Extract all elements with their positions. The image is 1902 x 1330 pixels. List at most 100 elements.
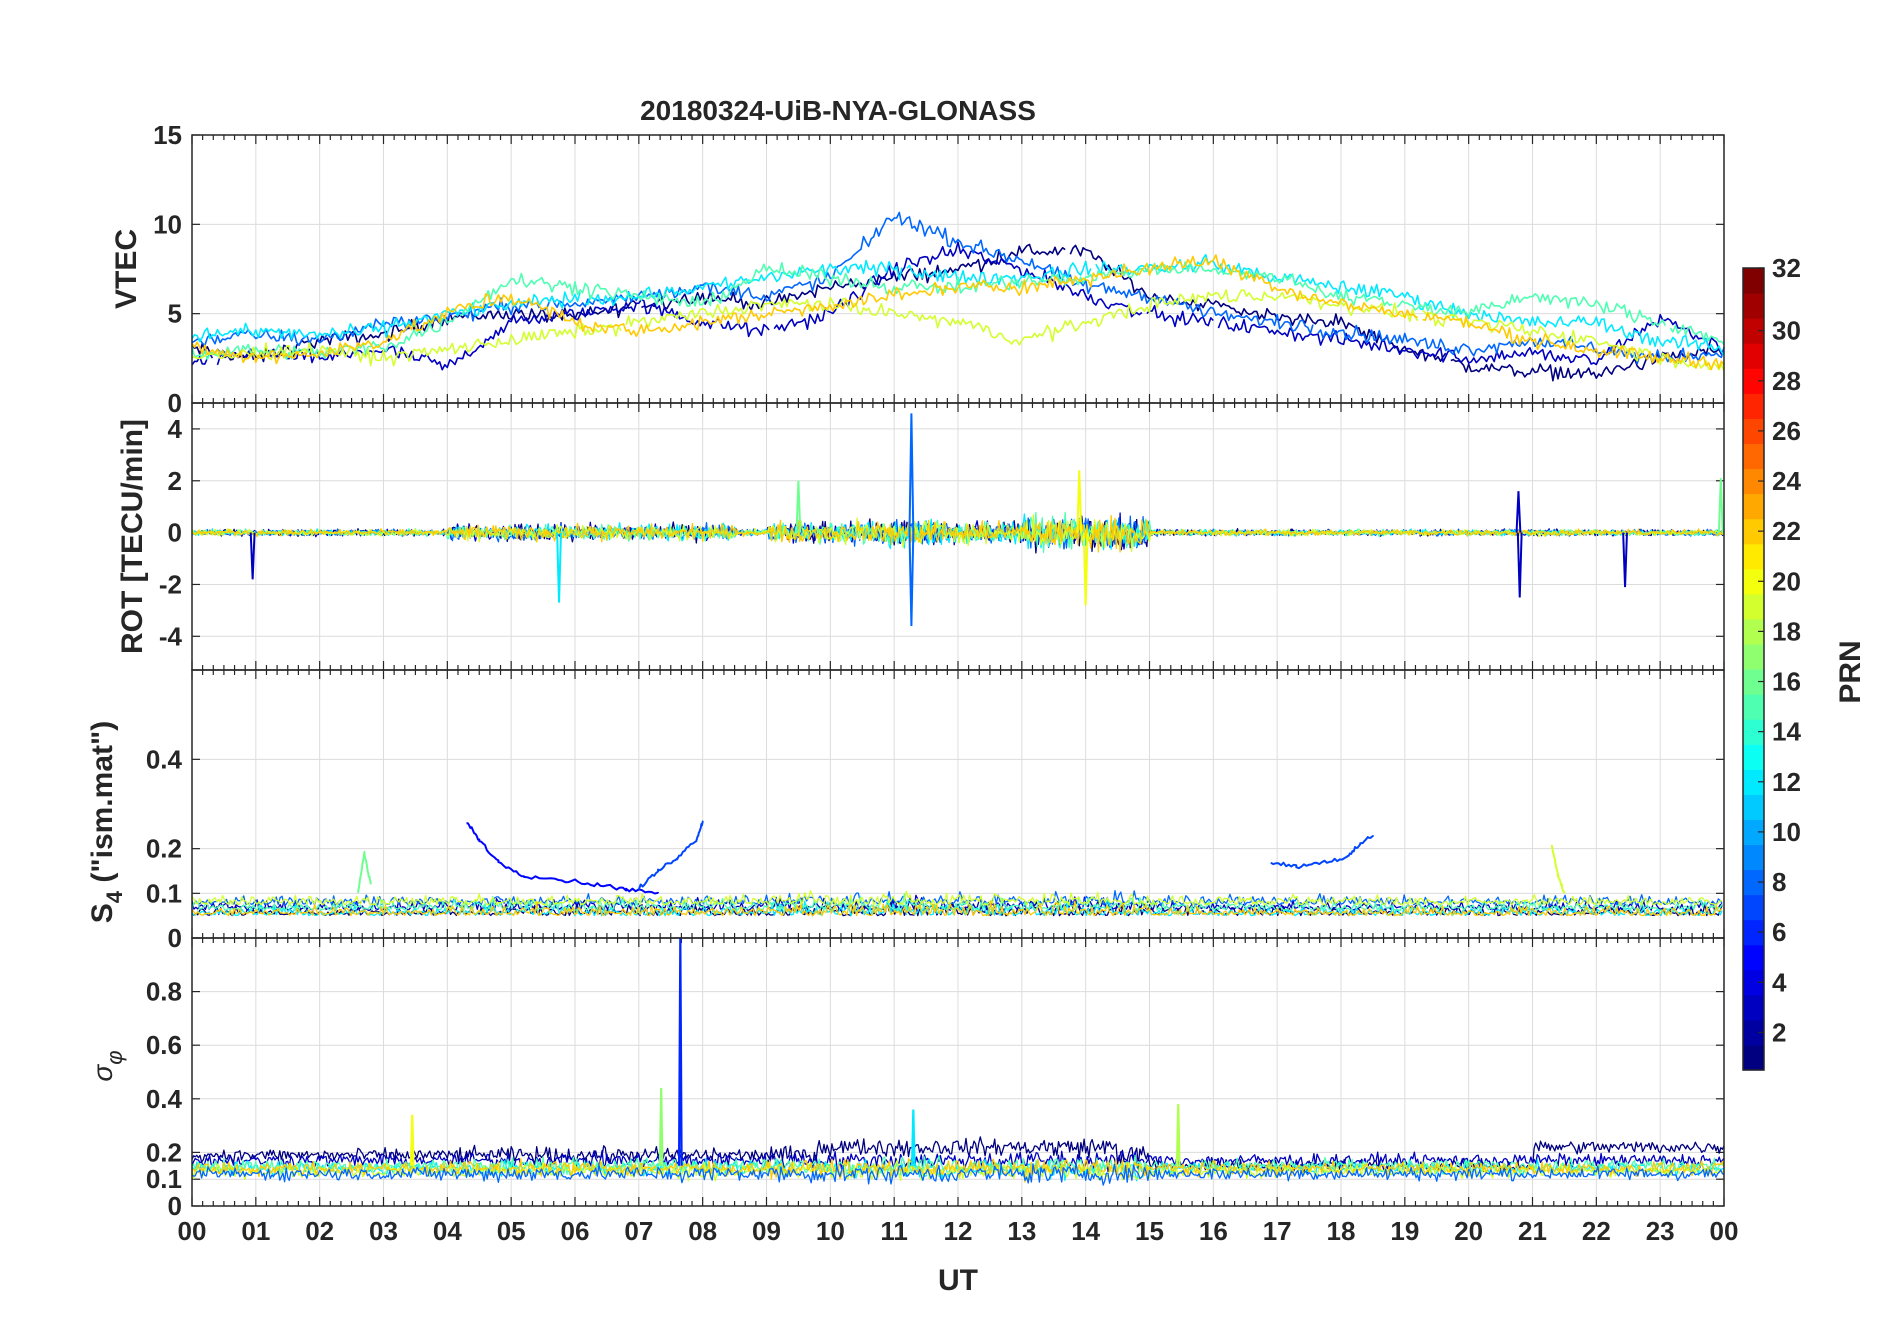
vtec-series-line [584,286,660,307]
x-tick-label: 10 [816,1216,845,1246]
y-tick-label: 0.2 [146,834,182,864]
y-tick-label: 15 [153,120,182,150]
colorbar-swatch [1743,694,1764,720]
colorbar-frame [1742,267,1765,1071]
vtec-series-line [1396,292,1667,327]
rot-spike [1076,470,1083,533]
colorbar-tick-label: 4 [1772,967,1787,997]
x-tick-label: 12 [944,1216,973,1246]
panel-vtec: 0 5 10 15 VTEC [110,120,1725,418]
rot-y-axis-label: ROT [TECU/min] [116,419,149,654]
rot-spike [249,532,256,580]
rot-series-line [191,511,1725,553]
x-tick-label: 16 [1199,1216,1228,1246]
vtec-series-line [1146,304,1214,328]
s4-segment-line [466,822,659,895]
colorbar-swatch [1743,669,1764,695]
colorbar-swatch [1743,568,1764,595]
vtec-series-line [1669,324,1725,345]
rot-series-line [191,514,1725,553]
vtec-series-line [773,241,1143,332]
y-tick-label: 0 [168,388,182,418]
colorbar-swatch [1743,593,1764,620]
x-tick-label: 11 [880,1216,908,1246]
colorbar-swatch [1743,869,1764,896]
colorbar-tick-label: 30 [1772,316,1801,346]
y-tick-label: -4 [159,621,183,651]
y-tick-label: 5 [168,299,182,329]
colorbar-swatch [1743,443,1764,470]
colorbar-swatch [1743,293,1764,319]
x-tick-label: 02 [305,1216,334,1246]
s4-segment-line [1550,844,1566,894]
colorbar-swatch [1743,368,1764,394]
x-tick-label: 19 [1390,1216,1419,1246]
y-tick-label: 0.1 [146,1164,182,1194]
x-tick-label: 03 [369,1216,398,1246]
s4-series-line [191,900,1723,917]
vtec-series-line [191,316,456,361]
rot-spike [1516,532,1523,598]
colorbar-swatch [1743,343,1764,369]
y-tick-label: 0.2 [146,1137,182,1167]
colorbar-swatch [1743,769,1764,795]
y-tick-label: 2 [168,466,182,496]
colorbar-swatch [1743,844,1764,871]
colorbar-tick-label: 18 [1772,616,1801,646]
colorbar-tick-label: 2 [1772,1017,1786,1047]
rot-spike [1717,478,1724,533]
vtec-series-line [191,322,622,367]
y-tick-label: 0 [168,518,182,548]
colorbar-tick-label: 32 [1772,253,1801,283]
colorbar-tick-label: 24 [1772,466,1801,496]
x-tick-label: 18 [1327,1216,1356,1246]
panel-sigma-phi: 00.10.2 0.4 0.6 0.8 σφ [87,937,1725,1221]
y-tick-label: 0.4 [146,1084,183,1114]
sigma-spike [910,1109,916,1166]
x-tick-label: 20 [1454,1216,1483,1246]
x-tick-label: 06 [561,1216,590,1246]
vtec-series-line [1317,324,1725,365]
s4-y-axis-label-subscript: 4 [102,890,127,903]
panel-rot: -4 -2 0 2 4 ROT [TECU/min] [116,402,1725,671]
rot-spike [908,413,915,533]
y-tick-label: 0.1 [146,878,182,908]
colorbar-swatch [1743,944,1764,971]
y-tick-label: 0.6 [146,1030,182,1060]
s4-segment-line [637,820,704,890]
colorbar-swatch [1743,1044,1764,1071]
x-tick-label: 14 [1071,1216,1100,1246]
colorbar-swatch [1743,894,1764,921]
x-tick-label: 22 [1582,1216,1611,1246]
colorbar-tick-label: 12 [1772,767,1801,797]
colorbar-label: PRN [1834,640,1867,703]
vtec-series-line [625,289,1419,346]
x-axis-label: UT [938,1264,978,1297]
y-tick-label: 4 [168,414,183,444]
x-tick-label: 15 [1135,1216,1164,1246]
sigma-y-axis-label-main: σ [87,1064,118,1082]
x-tick-label: 04 [433,1216,462,1246]
rot-spike [908,532,915,626]
x-tick-label: 13 [1007,1216,1036,1246]
colorbar-swatch [1743,919,1764,946]
x-tick-label: 21 [1518,1216,1547,1246]
s4-y-axis-label-rest: ("ism.mat") [86,721,119,891]
sigma-spike [677,937,683,1166]
sigma-spike [658,1088,664,1166]
panel-s4: 0 0.1 0.2 0.4 S4 ("ism.mat") [86,669,1725,953]
vtec-series-line [1450,344,1725,382]
s4-segment-line [357,850,372,893]
vtec-y-axis-label: VTEC [110,229,143,309]
colorbar-tick-label: 8 [1772,867,1786,897]
vtec-series-line [663,259,903,296]
sigma-series-line [191,1158,1725,1183]
colorbar-tick-label: 16 [1772,667,1801,697]
colorbar-swatch [1743,418,1764,445]
colorbar-swatch [1743,744,1764,770]
vtec-series-line [1422,311,1725,371]
colorbar-tick-label: 28 [1772,366,1801,396]
colorbar-swatch [1743,1019,1764,1046]
y-tick-label: 0 [168,1191,182,1221]
